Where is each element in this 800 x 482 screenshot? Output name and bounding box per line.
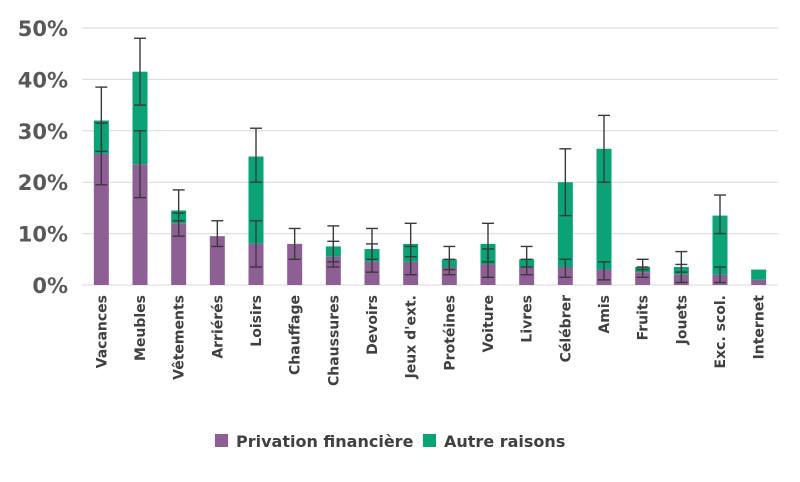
bar-segment	[132, 71, 148, 165]
x-tick-label: Meubles	[133, 295, 149, 361]
bar-segment	[93, 153, 109, 285]
x-tick-label: Jouets	[674, 295, 690, 345]
bar-segment	[712, 215, 728, 275]
legend-swatch-autre	[423, 434, 436, 447]
y-tick-label: 50%	[18, 17, 68, 41]
x-tick-label: Voiture	[481, 295, 497, 353]
x-tick-label: Vacances	[94, 295, 110, 368]
bar-segment	[287, 243, 303, 285]
bar-segment	[132, 164, 148, 285]
legend-label-autre: Autre raisons	[444, 432, 565, 451]
legend-label-privation: Privation financière	[236, 432, 414, 451]
legend: Privation financière Autre raisons	[215, 432, 565, 451]
y-axis-ticks: 0% 10% 20% 30% 40% 50%	[18, 17, 68, 298]
bar-segment	[325, 256, 341, 285]
x-tick-label: Arriérés	[210, 295, 226, 359]
bar-segment	[635, 272, 651, 285]
x-tick-label: Chaussures	[326, 295, 342, 386]
bar-segment	[596, 148, 612, 270]
bars	[93, 71, 767, 285]
bar-segment	[751, 269, 767, 280]
y-tick-label: 0%	[32, 274, 68, 298]
y-tick-label: 20%	[18, 171, 68, 195]
x-tick-label: Chauffage	[288, 295, 304, 375]
x-tick-label: Loisirs	[249, 295, 265, 347]
bar-segment	[751, 279, 767, 285]
y-tick-label: 30%	[18, 120, 68, 144]
bar-segment	[209, 236, 225, 285]
bar-segment	[171, 223, 187, 285]
gridlines	[82, 27, 778, 286]
bar-segment	[557, 182, 573, 268]
bar-segment	[441, 267, 457, 285]
bar-segment	[519, 267, 535, 285]
x-tick-label: Internet	[752, 295, 768, 360]
y-tick-label: 40%	[18, 68, 68, 92]
x-tick-label: Devoirs	[365, 295, 381, 355]
x-tick-label: Célébrer	[558, 295, 574, 362]
y-tick-label: 10%	[18, 223, 68, 247]
x-tick-label: Jeux d'ext.	[404, 295, 420, 379]
error-bars	[95, 37, 726, 284]
bar-segment	[248, 156, 264, 244]
bar-segment	[364, 261, 380, 285]
legend-swatch-privation	[215, 434, 228, 447]
x-tick-label: Livres	[520, 295, 536, 343]
x-tick-label: Exc. scol.	[713, 295, 729, 368]
x-tick-label: Amis	[597, 295, 613, 334]
x-tick-label: Protéines	[442, 295, 458, 371]
x-tick-label: Vêtements	[172, 295, 188, 380]
x-tick-label: Fruits	[636, 295, 652, 340]
x-axis-labels: Vacances Meubles Vêtements Arriérés Loisirs C…	[94, 295, 767, 386]
